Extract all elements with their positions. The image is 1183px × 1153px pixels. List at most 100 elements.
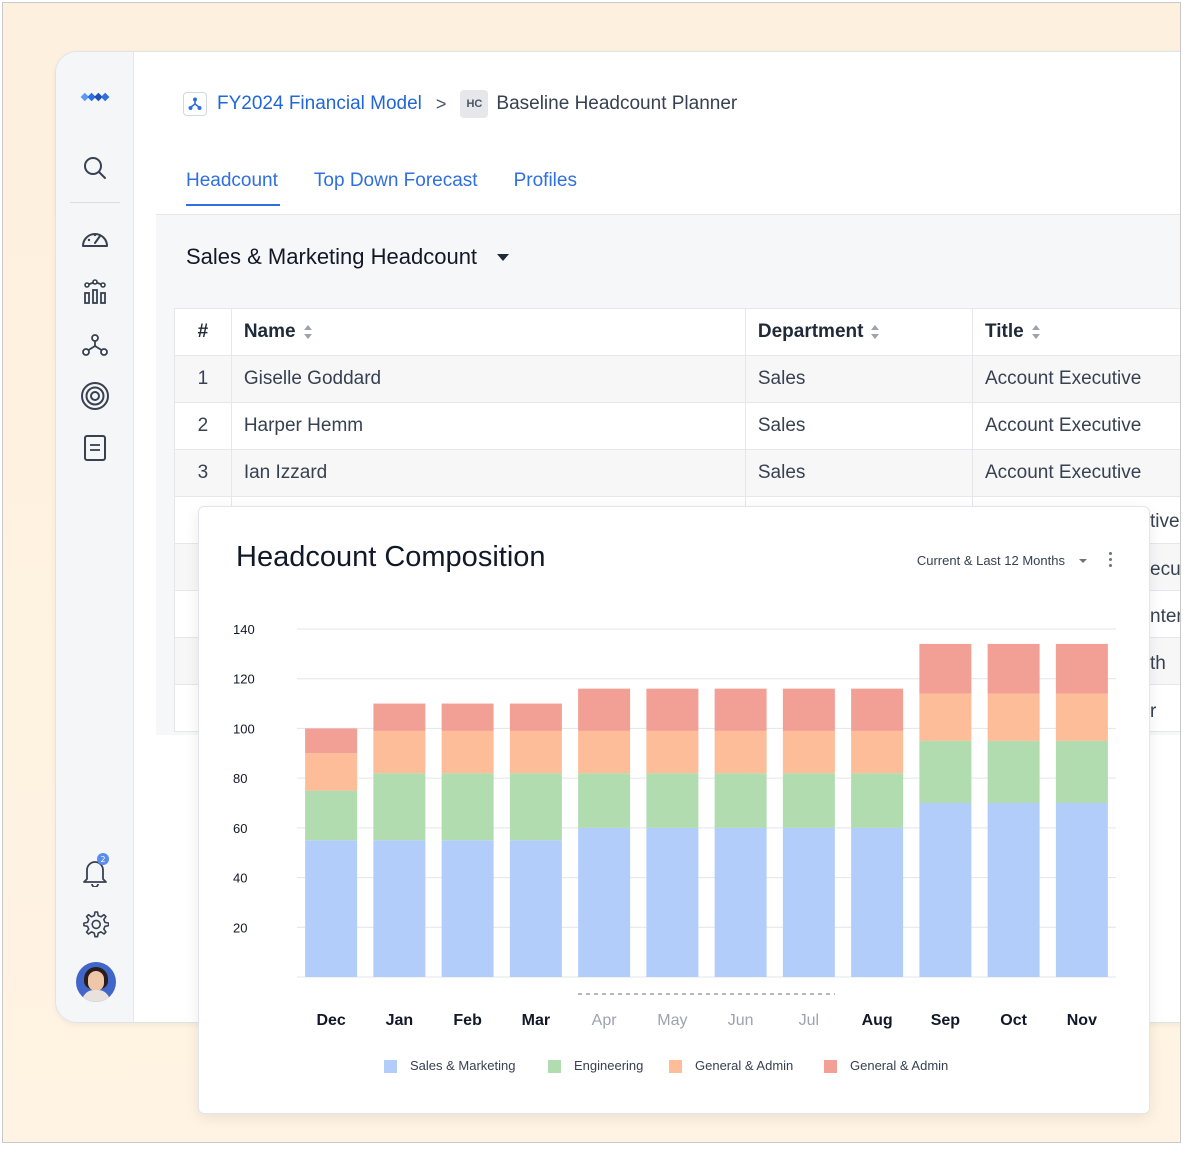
bar-segment xyxy=(509,703,562,731)
bar-segment xyxy=(305,840,358,977)
bar-segment xyxy=(441,703,494,731)
bar-segment xyxy=(373,730,426,774)
bar-segment xyxy=(919,643,972,694)
row-number: 1 xyxy=(174,355,232,403)
bar-segment xyxy=(919,803,972,977)
employee-department: Sales xyxy=(744,402,973,450)
bar-segment xyxy=(646,827,699,977)
column-label: Title xyxy=(984,321,1024,342)
search-icon[interactable] xyxy=(78,151,112,185)
bar-segment xyxy=(714,773,767,828)
x-tick-label: Feb xyxy=(453,1012,482,1029)
section-selector[interactable]: Sales & Marketing Headcount xyxy=(186,244,510,270)
legend-swatch xyxy=(824,1060,837,1073)
sort-icon[interactable] xyxy=(303,324,312,339)
partial-title-text: tive xyxy=(1150,511,1180,532)
bar-segment xyxy=(578,827,631,977)
sidebar-divider xyxy=(70,202,120,203)
x-tick-label: May xyxy=(657,1012,687,1029)
bar-segment xyxy=(1055,740,1108,803)
model-icon[interactable] xyxy=(78,328,112,362)
table-row[interactable]: 2 Harper Hemm Sales Account Executive xyxy=(174,402,1180,450)
employee-department: Sales xyxy=(744,355,973,403)
more-options-icon[interactable] xyxy=(1109,552,1113,568)
bar-segment xyxy=(919,693,972,741)
model-icon xyxy=(183,92,207,116)
bar-segment xyxy=(1055,693,1108,741)
bar-segment xyxy=(578,773,631,828)
bar-segment xyxy=(305,728,358,754)
bar-segment xyxy=(373,840,426,977)
bar-segment xyxy=(305,790,358,841)
bar-segment xyxy=(441,840,494,977)
bar-segment xyxy=(373,773,426,841)
bar-segment xyxy=(851,827,904,977)
user-avatar[interactable] xyxy=(76,962,116,1002)
tab-headcount[interactable]: Headcount xyxy=(186,170,280,206)
bar-segment xyxy=(441,773,494,841)
column-label: Department xyxy=(757,321,864,342)
bar-segment xyxy=(714,827,767,977)
notifications-bell-icon[interactable]: 2 xyxy=(78,853,112,889)
sort-icon[interactable] xyxy=(1031,324,1040,339)
x-tick-label: Aug xyxy=(862,1012,893,1029)
sort-icon[interactable] xyxy=(871,324,880,339)
y-tick-label: 140 xyxy=(233,622,255,637)
bar-segment xyxy=(919,740,972,803)
bar-segment xyxy=(987,803,1040,977)
bar-segment xyxy=(851,688,904,731)
y-tick-label: 20 xyxy=(233,920,247,935)
bar-segment xyxy=(714,688,767,731)
dashboard-icon[interactable] xyxy=(78,222,112,256)
partial-title-text: nten xyxy=(1150,606,1180,627)
x-tick-label: Jan xyxy=(386,1012,414,1029)
breadcrumb: FY2024 Financial Model > HC Baseline Hea… xyxy=(183,90,737,118)
tab-profiles[interactable]: Profiles xyxy=(513,170,577,191)
bar-segment xyxy=(509,773,562,841)
goals-icon[interactable] xyxy=(78,379,112,413)
table-row[interactable]: 3 Ian Izzard Sales Account Executive xyxy=(174,449,1180,497)
bar-segment xyxy=(782,730,835,774)
settings-gear-icon[interactable] xyxy=(78,907,112,941)
bar-segment xyxy=(646,730,699,774)
bar-segment xyxy=(782,827,835,977)
partial-title-text: ecut xyxy=(1150,559,1181,580)
tab-bar: Headcount Top Down Forecast Profiles xyxy=(186,170,613,206)
x-tick-label: Sep xyxy=(931,1012,961,1029)
bar-segment xyxy=(646,688,699,731)
breadcrumb-separator: > xyxy=(435,93,447,114)
breadcrumb-model-link[interactable]: FY2024 Financial Model xyxy=(217,93,422,114)
bar-segment xyxy=(987,693,1040,741)
bar-segment xyxy=(1055,643,1108,694)
tabs-divider xyxy=(156,214,1180,215)
bar-segment xyxy=(578,688,631,731)
bar-segment xyxy=(987,740,1040,803)
period-selector[interactable]: Current & Last 12 Months xyxy=(917,553,1087,568)
tab-top-down-forecast[interactable]: Top Down Forecast xyxy=(313,170,478,191)
bar-segment xyxy=(373,703,426,731)
legend-swatch xyxy=(669,1060,682,1073)
legend-label: Sales & Marketing xyxy=(410,1058,516,1073)
row-number: 3 xyxy=(174,449,232,497)
column-header-title[interactable]: Title xyxy=(971,308,1180,356)
employee-department: Sales xyxy=(744,449,973,497)
bar-segment xyxy=(782,773,835,828)
legend-label: General & Admin xyxy=(695,1058,793,1073)
chevron-down-icon xyxy=(1079,558,1087,563)
bar-segment xyxy=(782,688,835,731)
column-header-name[interactable]: Name xyxy=(230,308,746,356)
logo-icon[interactable] xyxy=(78,80,112,114)
column-header-department[interactable]: Department xyxy=(744,308,973,356)
reports-icon[interactable] xyxy=(78,431,112,465)
bar-segment xyxy=(305,753,358,791)
bar-segment xyxy=(1055,803,1108,977)
legend-label: Engineering xyxy=(574,1058,643,1073)
headcount-composition-card: Headcount Composition Current & Last 12 … xyxy=(198,506,1150,1114)
headcount-chart: 20 40 60 80 100 120 140 Dec Jan Feb Mar Apr May Jun Ju… xyxy=(233,622,1116,1073)
column-label: Name xyxy=(243,321,296,342)
table-row[interactable]: 1 Giselle Goddard Sales Account Executiv… xyxy=(174,355,1180,403)
analytics-icon[interactable] xyxy=(78,274,112,308)
employee-title: Account Executive xyxy=(971,402,1180,450)
employee-name: Ian Izzard xyxy=(230,449,746,497)
row-number: 2 xyxy=(174,402,232,450)
